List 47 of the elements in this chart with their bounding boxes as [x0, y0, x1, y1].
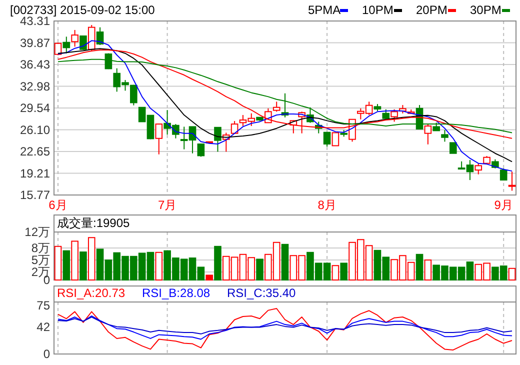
y-tick-label: 36.43	[20, 58, 50, 72]
y-tick-label: 19.21	[20, 166, 50, 180]
bar	[71, 240, 78, 280]
y-tick-label: 22.65	[20, 144, 50, 159]
line-series	[57, 315, 513, 340]
y-tick-label: 0	[43, 347, 50, 362]
x-tick-label: 6月	[48, 198, 68, 212]
bar	[54, 246, 62, 280]
text: RSI_B:28.08	[142, 286, 210, 300]
text: RSI_C:35.40	[227, 286, 296, 300]
y-tick-label: 12万	[24, 225, 50, 240]
x-tick-label: 7月	[158, 198, 177, 212]
chart-title: 成交量:19905	[57, 216, 130, 230]
bar	[88, 237, 96, 280]
bar	[256, 258, 264, 280]
bar	[281, 244, 289, 280]
line-series	[57, 316, 513, 334]
bar	[155, 252, 163, 280]
bar	[416, 254, 424, 280]
x-tick-label: 9月	[494, 198, 513, 212]
bar	[62, 250, 70, 280]
y-tick-label: 39.87	[20, 36, 50, 50]
bar	[332, 265, 340, 280]
x-tick-label: 8月	[318, 198, 336, 212]
bar	[80, 252, 87, 280]
bar	[508, 268, 516, 280]
y-tick-label: 15.77	[20, 188, 50, 202]
bar	[214, 246, 222, 280]
bar	[206, 274, 213, 280]
legend-label: 30PM	[470, 3, 502, 17]
y-tick-label: 8万	[31, 241, 50, 256]
y-tick-label: 42	[36, 320, 50, 334]
series-label: RSI_A:20.73	[57, 286, 126, 300]
y-tick-label: 75	[36, 298, 50, 312]
y-tick-label: 29.54	[20, 101, 50, 116]
bar	[340, 262, 348, 280]
candlestick	[71, 29, 78, 48]
legend-label: 10PM	[362, 3, 394, 17]
y-tick-label: 32.98	[20, 79, 50, 94]
y-tick-label: 43.31	[20, 14, 50, 28]
bar	[424, 260, 432, 280]
y-tick-label: 26.10	[20, 122, 50, 137]
legend-label: 5PMA	[308, 3, 341, 17]
chart-title: [002733] 2015-09-02 15:00	[10, 3, 156, 17]
y-tick-label: 5万	[31, 253, 50, 268]
line-series	[57, 308, 513, 350]
legend-label: 20PM	[416, 3, 448, 17]
